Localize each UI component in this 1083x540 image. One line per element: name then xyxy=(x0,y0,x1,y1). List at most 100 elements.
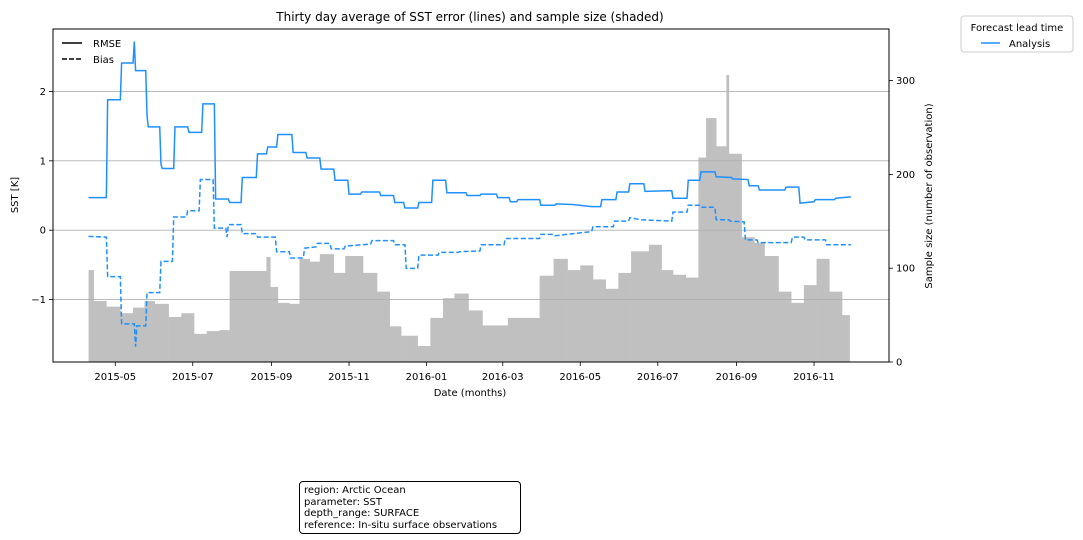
style-legend: RMSE Bias xyxy=(62,39,121,66)
sample-size-bar xyxy=(443,298,455,362)
x-tick-label: 2015-11 xyxy=(328,372,370,383)
y2-axis-label: Sample size (number of observation) xyxy=(924,103,935,288)
sample-size-bar xyxy=(618,272,632,362)
sample-size-bar xyxy=(482,325,509,362)
y2-tick-label: 200 xyxy=(896,170,915,181)
sample-size-bar xyxy=(716,146,727,362)
sample-size-bar xyxy=(266,256,271,362)
sample-size-bar xyxy=(728,153,742,362)
info-depth-range: depth_range: SURFACE xyxy=(304,508,420,519)
right-y-axis: 0 100 200 300 xyxy=(889,76,915,369)
sample-size-bar xyxy=(567,270,581,362)
sample-size-bar xyxy=(803,285,817,362)
sample-size-bar xyxy=(417,346,431,362)
sample-size-bar xyxy=(120,312,122,362)
sample-size-bar xyxy=(791,302,805,362)
sample-size-bar xyxy=(270,286,279,362)
series-legend-title: Forecast lead time xyxy=(971,23,1064,34)
sample-size-bar xyxy=(726,74,730,363)
sample-size-bar xyxy=(345,256,364,362)
gridlines xyxy=(53,91,889,300)
plot-area xyxy=(53,41,889,363)
sample-size-bar xyxy=(309,261,321,362)
bias-line xyxy=(88,178,851,347)
sample-size-bar xyxy=(430,317,444,362)
sample-size-bar xyxy=(685,277,699,362)
sample-size-bar xyxy=(319,254,335,362)
rmse-line xyxy=(88,41,851,209)
sample-size-bar xyxy=(194,333,208,362)
sample-size-bar xyxy=(706,118,717,362)
analysis-legend-label: Analysis xyxy=(1009,39,1050,50)
sample-size-bar xyxy=(333,272,346,362)
y-axis-label: SST [K] xyxy=(10,177,21,213)
left-y-axis: −1 0 1 2 xyxy=(31,87,53,306)
sample-size-bar xyxy=(778,291,792,362)
sample-size-bar xyxy=(605,288,619,362)
sample-size-bar xyxy=(88,270,94,362)
y-tick-label: 0 xyxy=(40,226,46,237)
sample-size-bar xyxy=(754,242,765,362)
sample-size-bar xyxy=(673,274,687,362)
sample-size-bar xyxy=(154,303,169,362)
info-parameter: parameter: SST xyxy=(304,496,382,508)
rmse-legend-label: RMSE xyxy=(93,39,121,50)
x-tick-label: 2016-07 xyxy=(637,372,679,383)
bias-legend-label: Bias xyxy=(93,55,114,66)
sample-size-bar xyxy=(289,303,300,362)
sample-size-bar xyxy=(553,258,568,362)
sample-size-bar xyxy=(219,330,230,362)
y-tick-label: 2 xyxy=(40,87,46,98)
sample-size-bar xyxy=(376,291,390,362)
y2-tick-label: 300 xyxy=(896,76,915,87)
sample-size-bar xyxy=(229,271,267,362)
sample-size-bar xyxy=(401,335,418,362)
x-axis: 2015-05 2015-07 2015-09 2015-11 2016-01 2016-… xyxy=(94,362,835,383)
info-region: region: Arctic Ocean xyxy=(304,485,406,496)
sample-size-bar xyxy=(93,301,107,362)
sample-size-bar xyxy=(841,315,850,362)
y-tick-label: −1 xyxy=(31,295,46,306)
x-tick-label: 2016-03 xyxy=(482,372,524,383)
metadata-info-box: region: Arctic Ocean parameter: SST dept… xyxy=(299,481,521,534)
sample-size-bar xyxy=(206,331,220,362)
sample-size-bar xyxy=(648,244,662,362)
sample-size-bar xyxy=(507,317,540,362)
y2-tick-label: 0 xyxy=(896,358,902,369)
sample-size-bar xyxy=(539,275,554,362)
sample-size-bar xyxy=(661,270,674,362)
x-tick-label: 2016-05 xyxy=(559,372,601,383)
x-tick-label: 2016-01 xyxy=(406,372,448,383)
x-axis-label: Date (months) xyxy=(434,388,507,399)
sample-size-bar xyxy=(168,316,182,362)
sample-size-bar xyxy=(363,272,378,362)
sample-size-bar xyxy=(181,313,195,362)
sample-size-bar xyxy=(592,279,606,362)
series-legend: Forecast lead time Analysis xyxy=(960,15,1074,53)
sample-size-bar xyxy=(580,265,594,362)
sample-size-bar xyxy=(816,258,830,362)
sample-size-bar xyxy=(277,302,290,362)
sample-size-bar xyxy=(299,258,310,362)
x-tick-label: 2016-09 xyxy=(716,372,758,383)
sample-size-bar xyxy=(106,306,121,362)
sample-size-bar xyxy=(631,251,650,362)
plot-frame xyxy=(52,28,890,363)
sample-size-bar xyxy=(121,313,134,362)
x-tick-label: 2015-05 xyxy=(94,372,136,383)
sample-size-bars xyxy=(88,74,850,363)
x-tick-label: 2016-11 xyxy=(793,372,835,383)
error-lines xyxy=(88,41,851,347)
sample-size-bar xyxy=(144,301,155,362)
sample-size-bar xyxy=(454,293,469,362)
y2-tick-label: 100 xyxy=(896,264,915,275)
info-reference: reference: In-situ surface observations xyxy=(304,519,498,531)
sample-size-bar xyxy=(764,256,779,362)
x-tick-label: 2015-09 xyxy=(251,372,293,383)
sample-size-bar xyxy=(698,157,707,362)
sample-size-bar xyxy=(829,291,843,362)
y-tick-label: 1 xyxy=(40,156,46,167)
chart-title: Thirty day average of SST error (lines) … xyxy=(275,10,663,24)
sample-size-bar xyxy=(389,326,402,362)
